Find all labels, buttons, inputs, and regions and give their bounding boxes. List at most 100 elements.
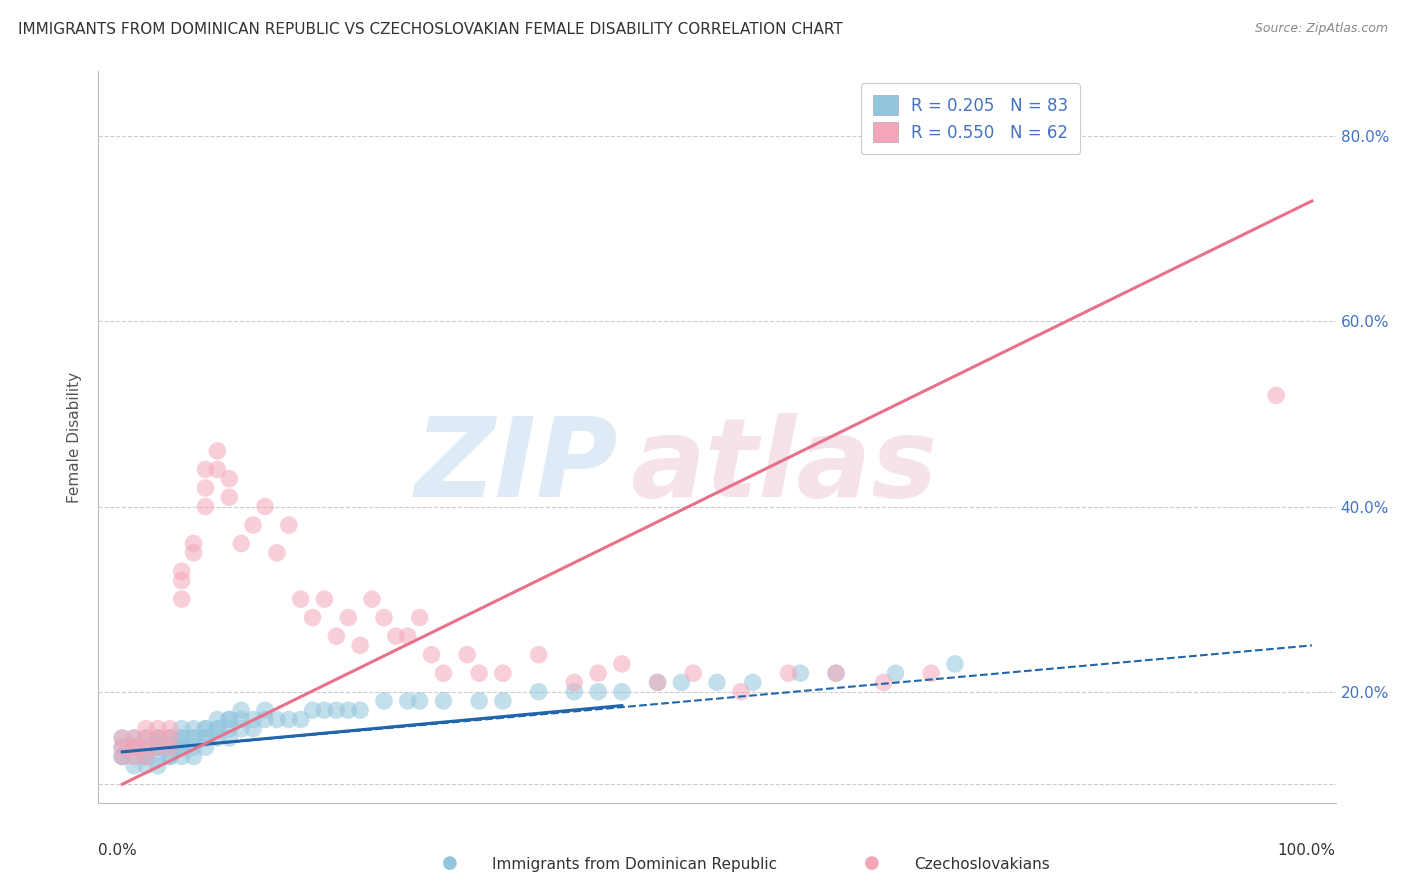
Point (253, 713, 276, 727)
Point (146, 740, 169, 755)
Point (183, 722, 205, 736)
Text: Source: ZipAtlas.com: Source: ZipAtlas.com (1254, 22, 1388, 36)
Point (741, 675, 763, 690)
Point (872, 675, 894, 690)
Point (396, 629, 419, 643)
Point (122, 740, 145, 755)
Point (610, 657, 633, 671)
Point (277, 713, 299, 727)
Point (373, 610, 395, 624)
Point (825, 666, 848, 681)
Text: Immigrants from Dominican Republic: Immigrants from Dominican Republic (492, 857, 778, 872)
Point (349, 639, 371, 653)
Point (146, 722, 169, 736)
Point (159, 731, 181, 745)
Point (135, 749, 157, 764)
Text: atlas: atlas (630, 413, 938, 520)
Point (337, 610, 360, 624)
Point (194, 500, 217, 514)
Point (146, 740, 169, 755)
Point (159, 722, 181, 736)
Point (122, 740, 145, 755)
Point (194, 481, 217, 495)
Point (432, 694, 454, 708)
Point (432, 666, 454, 681)
Point (207, 713, 229, 727)
Point (253, 500, 276, 514)
Point (647, 675, 669, 690)
Point (170, 740, 193, 755)
Text: IMMIGRANTS FROM DOMINICAN REPUBLIC VS CZECHOSLOVAKIAN FEMALE DISABILITY CORRELAT: IMMIGRANTS FROM DOMINICAN REPUBLIC VS CZ… (18, 22, 844, 37)
Point (242, 722, 264, 736)
Point (170, 731, 193, 745)
Point (135, 749, 157, 764)
Point (492, 694, 515, 708)
Point (242, 518, 264, 533)
Point (610, 684, 633, 698)
Y-axis label: Female Disability: Female Disability (67, 371, 83, 503)
Point (146, 731, 169, 745)
Point (468, 666, 491, 681)
Point (207, 722, 229, 736)
Point (778, 666, 800, 681)
Point (111, 731, 134, 745)
Point (301, 703, 323, 717)
Point (183, 731, 205, 745)
Point (527, 684, 550, 698)
Point (301, 610, 323, 624)
Point (231, 722, 253, 736)
Point (183, 749, 205, 764)
Point (325, 703, 347, 717)
Point (325, 629, 347, 643)
Point (159, 740, 181, 755)
Point (170, 592, 193, 607)
Point (314, 592, 336, 607)
Point (159, 749, 181, 764)
Point (159, 740, 181, 755)
Point (122, 731, 145, 745)
Point (349, 703, 371, 717)
Point (111, 740, 134, 755)
Point (207, 462, 229, 476)
Point (146, 740, 169, 755)
Text: ●: ● (863, 855, 880, 872)
Point (170, 565, 193, 579)
Point (290, 592, 312, 607)
Point (218, 722, 240, 736)
Point (159, 749, 181, 764)
Point (122, 749, 145, 764)
Point (111, 731, 134, 745)
Point (122, 758, 145, 772)
Point (146, 731, 169, 745)
Point (183, 546, 205, 560)
Point (194, 462, 217, 476)
Text: 100.0%: 100.0% (1278, 843, 1336, 858)
Point (290, 713, 312, 727)
Point (730, 684, 752, 698)
Point (706, 675, 728, 690)
Text: ZIP: ZIP (415, 413, 619, 520)
Point (396, 694, 419, 708)
Point (408, 694, 430, 708)
Point (146, 749, 169, 764)
Point (586, 666, 609, 681)
Point (218, 731, 240, 745)
Point (385, 629, 408, 643)
Point (122, 731, 145, 745)
Point (825, 666, 848, 681)
Point (789, 666, 811, 681)
Point (266, 546, 288, 560)
Point (135, 740, 157, 755)
Point (527, 648, 550, 662)
Point (170, 749, 193, 764)
Point (218, 713, 240, 727)
Point (122, 740, 145, 755)
Point (170, 740, 193, 755)
Text: ●: ● (441, 855, 458, 872)
Point (361, 592, 384, 607)
Point (135, 749, 157, 764)
Point (647, 675, 669, 690)
Legend: R = 0.205   N = 83, R = 0.550   N = 62: R = 0.205 N = 83, R = 0.550 N = 62 (860, 83, 1080, 154)
Point (122, 749, 145, 764)
Point (337, 703, 360, 717)
